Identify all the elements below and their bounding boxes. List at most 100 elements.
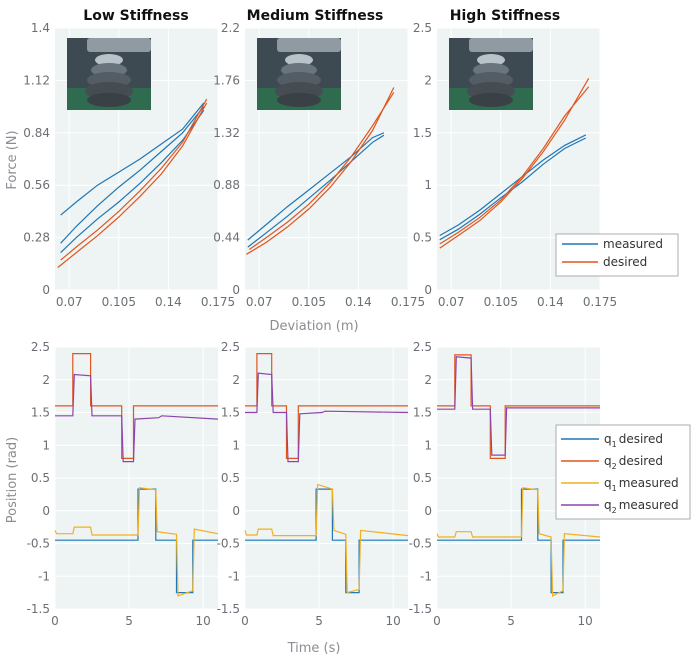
y-tick-label: 1.5 [221,406,240,420]
x-tick-label: 0.14 [345,295,372,309]
series-q2_desired [437,354,600,459]
y-tick-label: 0.84 [23,126,50,140]
series-q2_desired [55,353,218,459]
y-tick-label: 2 [42,373,50,387]
legend-label-q2_desired: q2 desired [604,454,663,471]
x-tick-label: 10 [386,614,401,628]
y-tick-label: -1 [38,569,50,583]
y-tick-label: -1.5 [409,602,432,616]
y-tick-label: -0.5 [27,537,50,551]
y-tick-label: 2.5 [413,340,432,354]
y-tick-label: 1 [232,438,240,452]
series-measured [60,102,205,216]
y-tick-label: 2 [424,373,432,387]
y-tick-label: -0.5 [217,537,240,551]
y-tick-label: 0.28 [23,231,50,245]
y-tick-label: 1.32 [213,126,240,140]
y-tick-label: 1.5 [31,406,50,420]
series-q2_measured [437,356,600,456]
legend-label-desired: desired [603,255,647,269]
x-tick-label: 0.07 [246,295,273,309]
x-tick-label: 0.175 [391,295,425,309]
series-desired [248,91,395,250]
x-tick-label: 10 [578,614,593,628]
y-tick-label: 2.2 [221,21,240,35]
position-x-label: Time (s) [287,641,341,656]
position-y-label: Position (rad) [5,437,20,523]
y-tick-label: 0.56 [23,178,50,192]
legend-label-measured: measured [603,237,663,251]
y-tick-label: 2 [424,73,432,87]
x-tick-label: 0.14 [155,295,182,309]
y-tick-label: 1 [424,438,432,452]
x-tick-label: 0 [51,614,59,628]
y-tick-label: 0.5 [31,471,50,485]
y-tick-label: 2.5 [221,340,240,354]
series-desired [60,98,208,261]
y-tick-label: -0.5 [409,537,432,551]
y-tick-label: 1.12 [23,73,50,87]
photo-icon [257,38,341,110]
y-tick-label: 0 [424,504,432,518]
y-tick-label: 0.5 [413,231,432,245]
x-tick-label: 0.105 [292,295,326,309]
series-desired [246,87,395,255]
series-q2_measured [245,372,409,463]
y-tick-label: -1 [228,569,240,583]
x-tick-label: 0 [433,614,441,628]
x-tick-label: 0.105 [102,295,136,309]
x-tick-label: 5 [125,614,133,628]
y-tick-label: 2 [232,373,240,387]
series-desired [57,102,208,268]
y-tick-label: 2.5 [413,21,432,35]
x-tick-label: 0.07 [56,295,83,309]
x-tick-label: 0.175 [583,295,617,309]
x-tick-label: 0.175 [201,295,235,309]
title-medium-stiffness: Medium Stiffness [247,8,384,24]
y-tick-label: 0.5 [413,471,432,485]
series-q1_measured [436,487,601,597]
y-tick-label: 1.76 [213,73,240,87]
x-tick-label: 0.105 [484,295,518,309]
series-desired [439,86,590,245]
series-measured [439,134,587,237]
force-y-label: Force (N) [5,130,20,189]
y-tick-label: 1.5 [413,406,432,420]
series-q2_desired [245,353,408,459]
position-legend: q1 desired q2 desired q1 measured q2 measured [555,424,691,520]
x-tick-label: 0.07 [438,295,465,309]
photo-icon [449,38,533,110]
x-tick-label: 10 [196,614,211,628]
y-tick-label: -1.5 [217,602,240,616]
y-tick-label: 0 [232,504,240,518]
y-tick-label: 1.4 [31,21,50,35]
series-q1_measured [54,487,219,597]
title-low-stiffness: Low Stiffness [83,8,188,24]
y-tick-label: 0.44 [213,231,240,245]
y-tick-label: 0 [424,283,432,297]
series-q2_measured [55,373,219,463]
y-tick-label: 0.5 [221,471,240,485]
chart-force-low: 0.07 0.105 0.14 0.175 0 0.28 0.56 0.84 1.12 1.4 [23,21,235,309]
force-legend: measured desired [555,233,679,277]
y-tick-label: -1.5 [27,602,50,616]
x-tick-label: 0 [241,614,249,628]
y-tick-label: -1 [420,569,432,583]
force-x-label: Deviation (m) [269,319,358,334]
y-tick-label: 1.5 [413,126,432,140]
legend-label-q2_measured: q2 measured [604,498,679,515]
series-desired [439,78,590,249]
series-measured [247,134,385,248]
series-measured [60,109,205,254]
series-measured [60,106,205,244]
y-tick-label: 2.5 [31,340,50,354]
chart-position-low: 0 5 10 -1.5 -1 -0.5 0 0.5 1 1.5 2 2.5 [27,340,219,628]
y-tick-label: 1 [424,178,432,192]
y-tick-label: 0 [42,283,50,297]
photo-icon [67,38,151,110]
y-tick-label: 0.88 [213,178,240,192]
chart-position-medium: 0 5 10 -1.5 -1 -0.5 0 0.5 1 1.5 2 2.5 [217,340,409,628]
y-tick-label: 1 [42,438,50,452]
y-tick-label: 0 [232,283,240,297]
